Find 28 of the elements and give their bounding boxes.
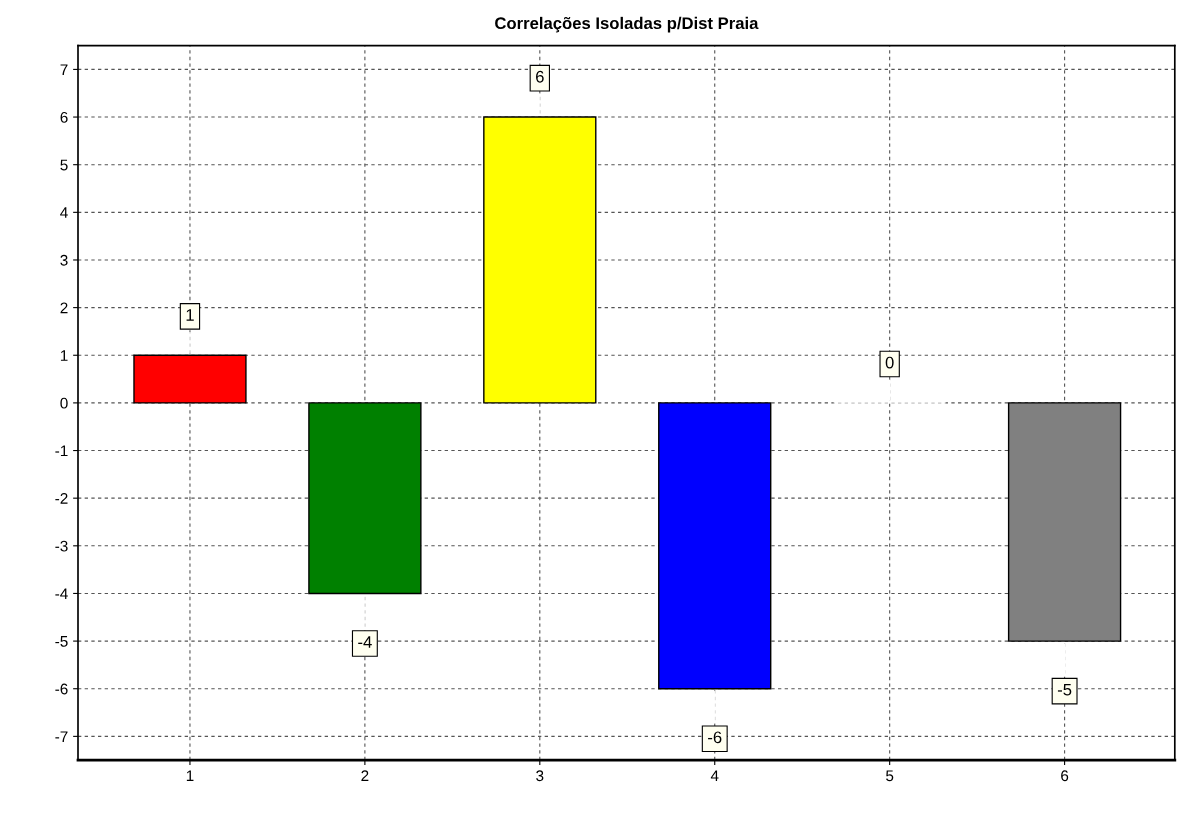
y-tick-label: -7 <box>55 731 68 742</box>
y-tick-label: 1 <box>60 350 68 361</box>
y-tick-label: -6 <box>55 683 68 695</box>
y-tick-label: 5 <box>60 159 68 171</box>
data-label: -5 <box>1057 683 1072 696</box>
y-tick-label: 6 <box>60 111 68 123</box>
x-tick-label: 2 <box>361 770 369 781</box>
data-label: -4 <box>358 636 372 648</box>
y-tick-label: -4 <box>55 588 68 599</box>
y-tick-label: 2 <box>60 302 68 314</box>
y-tick-label: -2 <box>55 493 68 504</box>
x-tick-label: 4 <box>710 770 719 781</box>
x-tick-label: 1 <box>186 770 194 781</box>
y-tick-label: -3 <box>55 540 68 552</box>
y-tick-label: 3 <box>60 254 68 266</box>
x-tick-label: 6 <box>1061 770 1069 782</box>
y-tick-label: -1 <box>55 445 68 457</box>
data-label: 1 <box>186 309 194 321</box>
y-tick-label: 7 <box>60 64 68 75</box>
y-tick-label: -5 <box>55 636 68 647</box>
chart-title: Correlações Isoladas p/Dist Praia <box>495 16 759 33</box>
data-label: -6 <box>708 731 722 744</box>
y-tick-label: 0 <box>60 397 68 409</box>
y-tick-label: 4 <box>60 207 68 218</box>
x-tick-label: 5 <box>886 770 894 782</box>
data-label: 0 <box>885 356 894 369</box>
data-label: 6 <box>536 70 544 83</box>
x-tick-label: 3 <box>536 770 544 782</box>
